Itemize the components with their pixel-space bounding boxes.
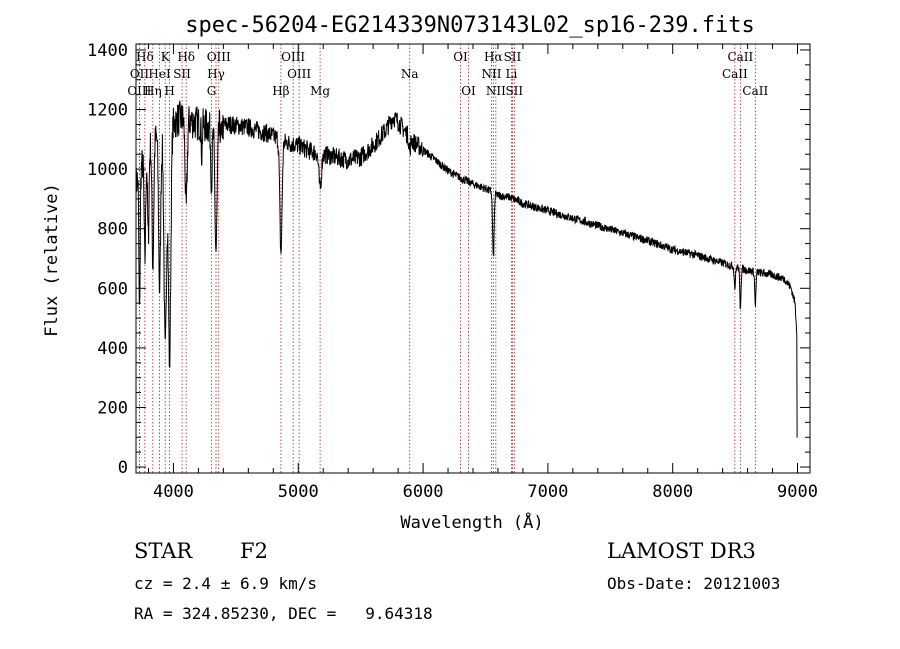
plot-frame: [135, 43, 811, 474]
x-tick-label: 5000: [278, 482, 319, 502]
spectral-line-label: SII: [504, 50, 522, 64]
spectral-line-label: OI: [461, 84, 476, 98]
spectral-line-label: OIII: [207, 50, 231, 64]
ra-dec: RA = 324.85230, DEC = 9.64318: [134, 604, 433, 623]
x-axis-ticks: 4000 5000 6000 7000 8000 9000: [147, 44, 818, 502]
spectral-line-label: CaII: [742, 84, 768, 98]
x-axis-label: Wavelength (Å): [400, 511, 543, 533]
spectral-line-label: Hα: [484, 50, 503, 64]
spectral-line-label: Na: [401, 67, 419, 81]
spectral-line-label: NII: [486, 84, 506, 98]
spectral-line-label: SII: [173, 67, 191, 81]
spectral-line-label: Hγ: [207, 67, 225, 81]
spectral-line-label: OI: [453, 50, 468, 64]
x-tick-label: 4000: [153, 482, 194, 502]
y-tick-label: 200: [97, 398, 128, 418]
y-tick-label: 1200: [87, 101, 128, 121]
x-tick-label: 9000: [777, 482, 818, 502]
spectral-line-label: OII: [130, 67, 150, 81]
spectral-line-label: NII: [481, 67, 501, 81]
object-class: STAR: [134, 539, 193, 563]
spectral-line-label: Hδ: [177, 50, 195, 64]
spectral-line-label: Hβ: [272, 84, 289, 98]
spectral-line-label: OIII: [287, 67, 311, 81]
y-tick-label: 1400: [87, 41, 128, 61]
y-tick-label: 600: [97, 279, 128, 299]
spectral-line-label: OIII: [127, 84, 151, 98]
spectrum-line: [135, 100, 798, 438]
spectral-line-label: K: [161, 50, 171, 64]
spectral-line-label: CaII: [727, 50, 753, 64]
spectral-line-labels: Hδ OII OIII K HeI Hη Hδ SII H OIII Hγ G OIII OIII Hβ Mg…: [127, 50, 768, 98]
redshift-cz: cz = 2.4 ± 6.9 km/s: [134, 574, 318, 593]
y-tick-label: 1000: [87, 160, 128, 180]
spectral-line-label: Hη: [144, 84, 162, 98]
x-tick-label: 8000: [652, 482, 693, 502]
spectral-line-label: G: [207, 84, 217, 98]
y-tick-label: 800: [97, 220, 128, 240]
spectral-line-label: CaII: [722, 67, 748, 81]
x-tick-label: 7000: [527, 482, 568, 502]
y-tick-label: 400: [97, 339, 128, 359]
spectral-line-label: HeI: [148, 67, 171, 81]
spectral-line-label: OIII: [281, 50, 305, 64]
spectral-line-label: H: [164, 84, 174, 98]
x-tick-label: 6000: [403, 482, 444, 502]
chart-title: spec-56204-EG214339N073143L02_sp16-239.f…: [185, 13, 755, 38]
spectral-line-label: Li: [506, 67, 518, 81]
spectral-line-label: SII: [505, 84, 523, 98]
spectral-line-label: Hδ: [136, 50, 154, 64]
spectral-line-markers: [138, 44, 756, 473]
survey-name: LAMOST DR3: [607, 539, 756, 563]
obs-date: Obs-Date: 20121003: [607, 574, 781, 593]
y-axis-ticks: 0 200 400 600 800 1000 1200 1400: [87, 41, 810, 478]
object-subclass: F2: [240, 539, 268, 563]
y-axis-label: Flux (relative): [42, 183, 62, 337]
y-tick-label: 0: [118, 458, 128, 478]
spectral-line-label: Mg: [310, 84, 330, 98]
